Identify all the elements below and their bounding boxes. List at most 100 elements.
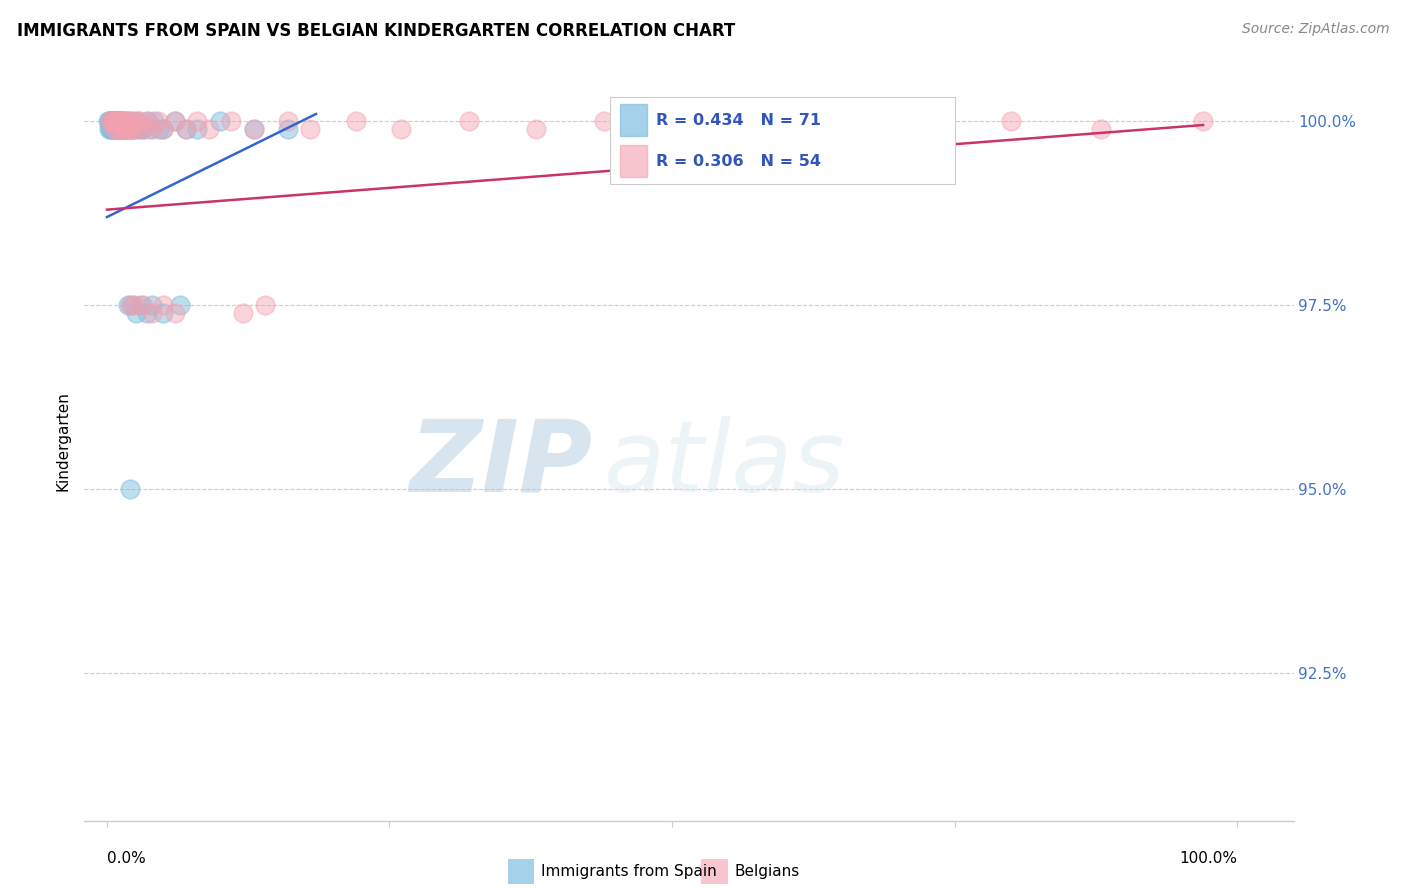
Point — [101, 121, 124, 136]
Point — [103, 121, 125, 136]
Point — [128, 121, 150, 136]
Point — [104, 114, 127, 128]
Point — [98, 114, 121, 128]
Point — [100, 114, 122, 128]
Point — [107, 114, 129, 128]
Point — [132, 121, 155, 136]
Point — [136, 114, 159, 128]
Point — [117, 121, 139, 136]
Point — [232, 306, 254, 320]
Point — [100, 114, 122, 128]
Point — [115, 121, 138, 136]
Point — [100, 114, 122, 128]
Point — [152, 121, 174, 136]
Point — [103, 114, 125, 128]
Point — [174, 121, 197, 136]
Point — [132, 298, 155, 312]
Point — [125, 306, 148, 320]
Point — [1192, 114, 1215, 128]
Point — [114, 121, 136, 136]
Point — [277, 114, 299, 128]
Point — [129, 298, 152, 312]
Text: atlas: atlas — [605, 416, 846, 513]
Point — [163, 306, 186, 320]
Point — [112, 114, 135, 128]
Point — [243, 121, 266, 136]
Point — [103, 121, 125, 136]
Point — [98, 121, 121, 136]
Point — [163, 114, 186, 128]
Text: 100.0%: 100.0% — [1180, 851, 1237, 866]
Point — [389, 121, 412, 136]
Point — [110, 121, 132, 136]
Point — [107, 114, 129, 128]
Point — [243, 121, 266, 136]
Point — [143, 114, 166, 128]
Point — [110, 121, 132, 136]
Point — [101, 121, 124, 136]
Point — [277, 121, 299, 136]
Point — [108, 121, 131, 136]
Point — [98, 114, 121, 128]
Point — [105, 121, 128, 136]
Point — [141, 121, 163, 136]
Point — [124, 298, 146, 312]
Point — [121, 298, 143, 312]
Point — [118, 121, 141, 136]
Point — [111, 121, 134, 136]
Point — [110, 114, 132, 128]
Point — [105, 114, 128, 128]
Point — [121, 121, 143, 136]
Point — [117, 114, 139, 128]
Point — [107, 114, 129, 128]
Point — [111, 114, 134, 128]
Point — [105, 114, 128, 128]
Point — [105, 121, 128, 136]
Point — [111, 121, 134, 136]
Point — [117, 114, 139, 128]
Point — [186, 114, 208, 128]
Point — [101, 114, 124, 128]
Text: R = 0.306   N = 54: R = 0.306 N = 54 — [657, 154, 821, 169]
Point — [105, 114, 128, 128]
Point — [128, 114, 150, 128]
Bar — [508, 859, 534, 884]
Point — [122, 121, 145, 136]
Point — [124, 121, 146, 136]
Point — [135, 114, 157, 128]
Point — [100, 121, 122, 136]
Point — [344, 114, 367, 128]
Point — [683, 121, 706, 136]
Point — [118, 298, 141, 312]
Point — [104, 114, 127, 128]
Point — [111, 114, 134, 128]
Point — [101, 114, 124, 128]
Point — [141, 298, 163, 312]
Point — [152, 121, 174, 136]
Point — [98, 114, 121, 128]
Point — [108, 114, 131, 128]
Point — [101, 114, 124, 128]
Point — [121, 114, 143, 128]
Point — [121, 121, 143, 136]
Point — [593, 114, 616, 128]
Point — [169, 298, 191, 312]
Point — [108, 114, 131, 128]
Point — [135, 306, 157, 320]
Point — [197, 121, 219, 136]
Point — [1000, 114, 1022, 128]
Point — [128, 114, 150, 128]
Point — [141, 306, 163, 320]
Bar — [610, 96, 955, 184]
Point — [299, 121, 322, 136]
Point — [125, 114, 148, 128]
Point — [524, 121, 547, 136]
Point — [146, 114, 169, 128]
Point — [105, 114, 128, 128]
Point — [219, 114, 242, 128]
Point — [254, 298, 277, 312]
Point — [98, 121, 121, 136]
Point — [174, 121, 197, 136]
Point — [118, 483, 141, 497]
Point — [132, 121, 155, 136]
